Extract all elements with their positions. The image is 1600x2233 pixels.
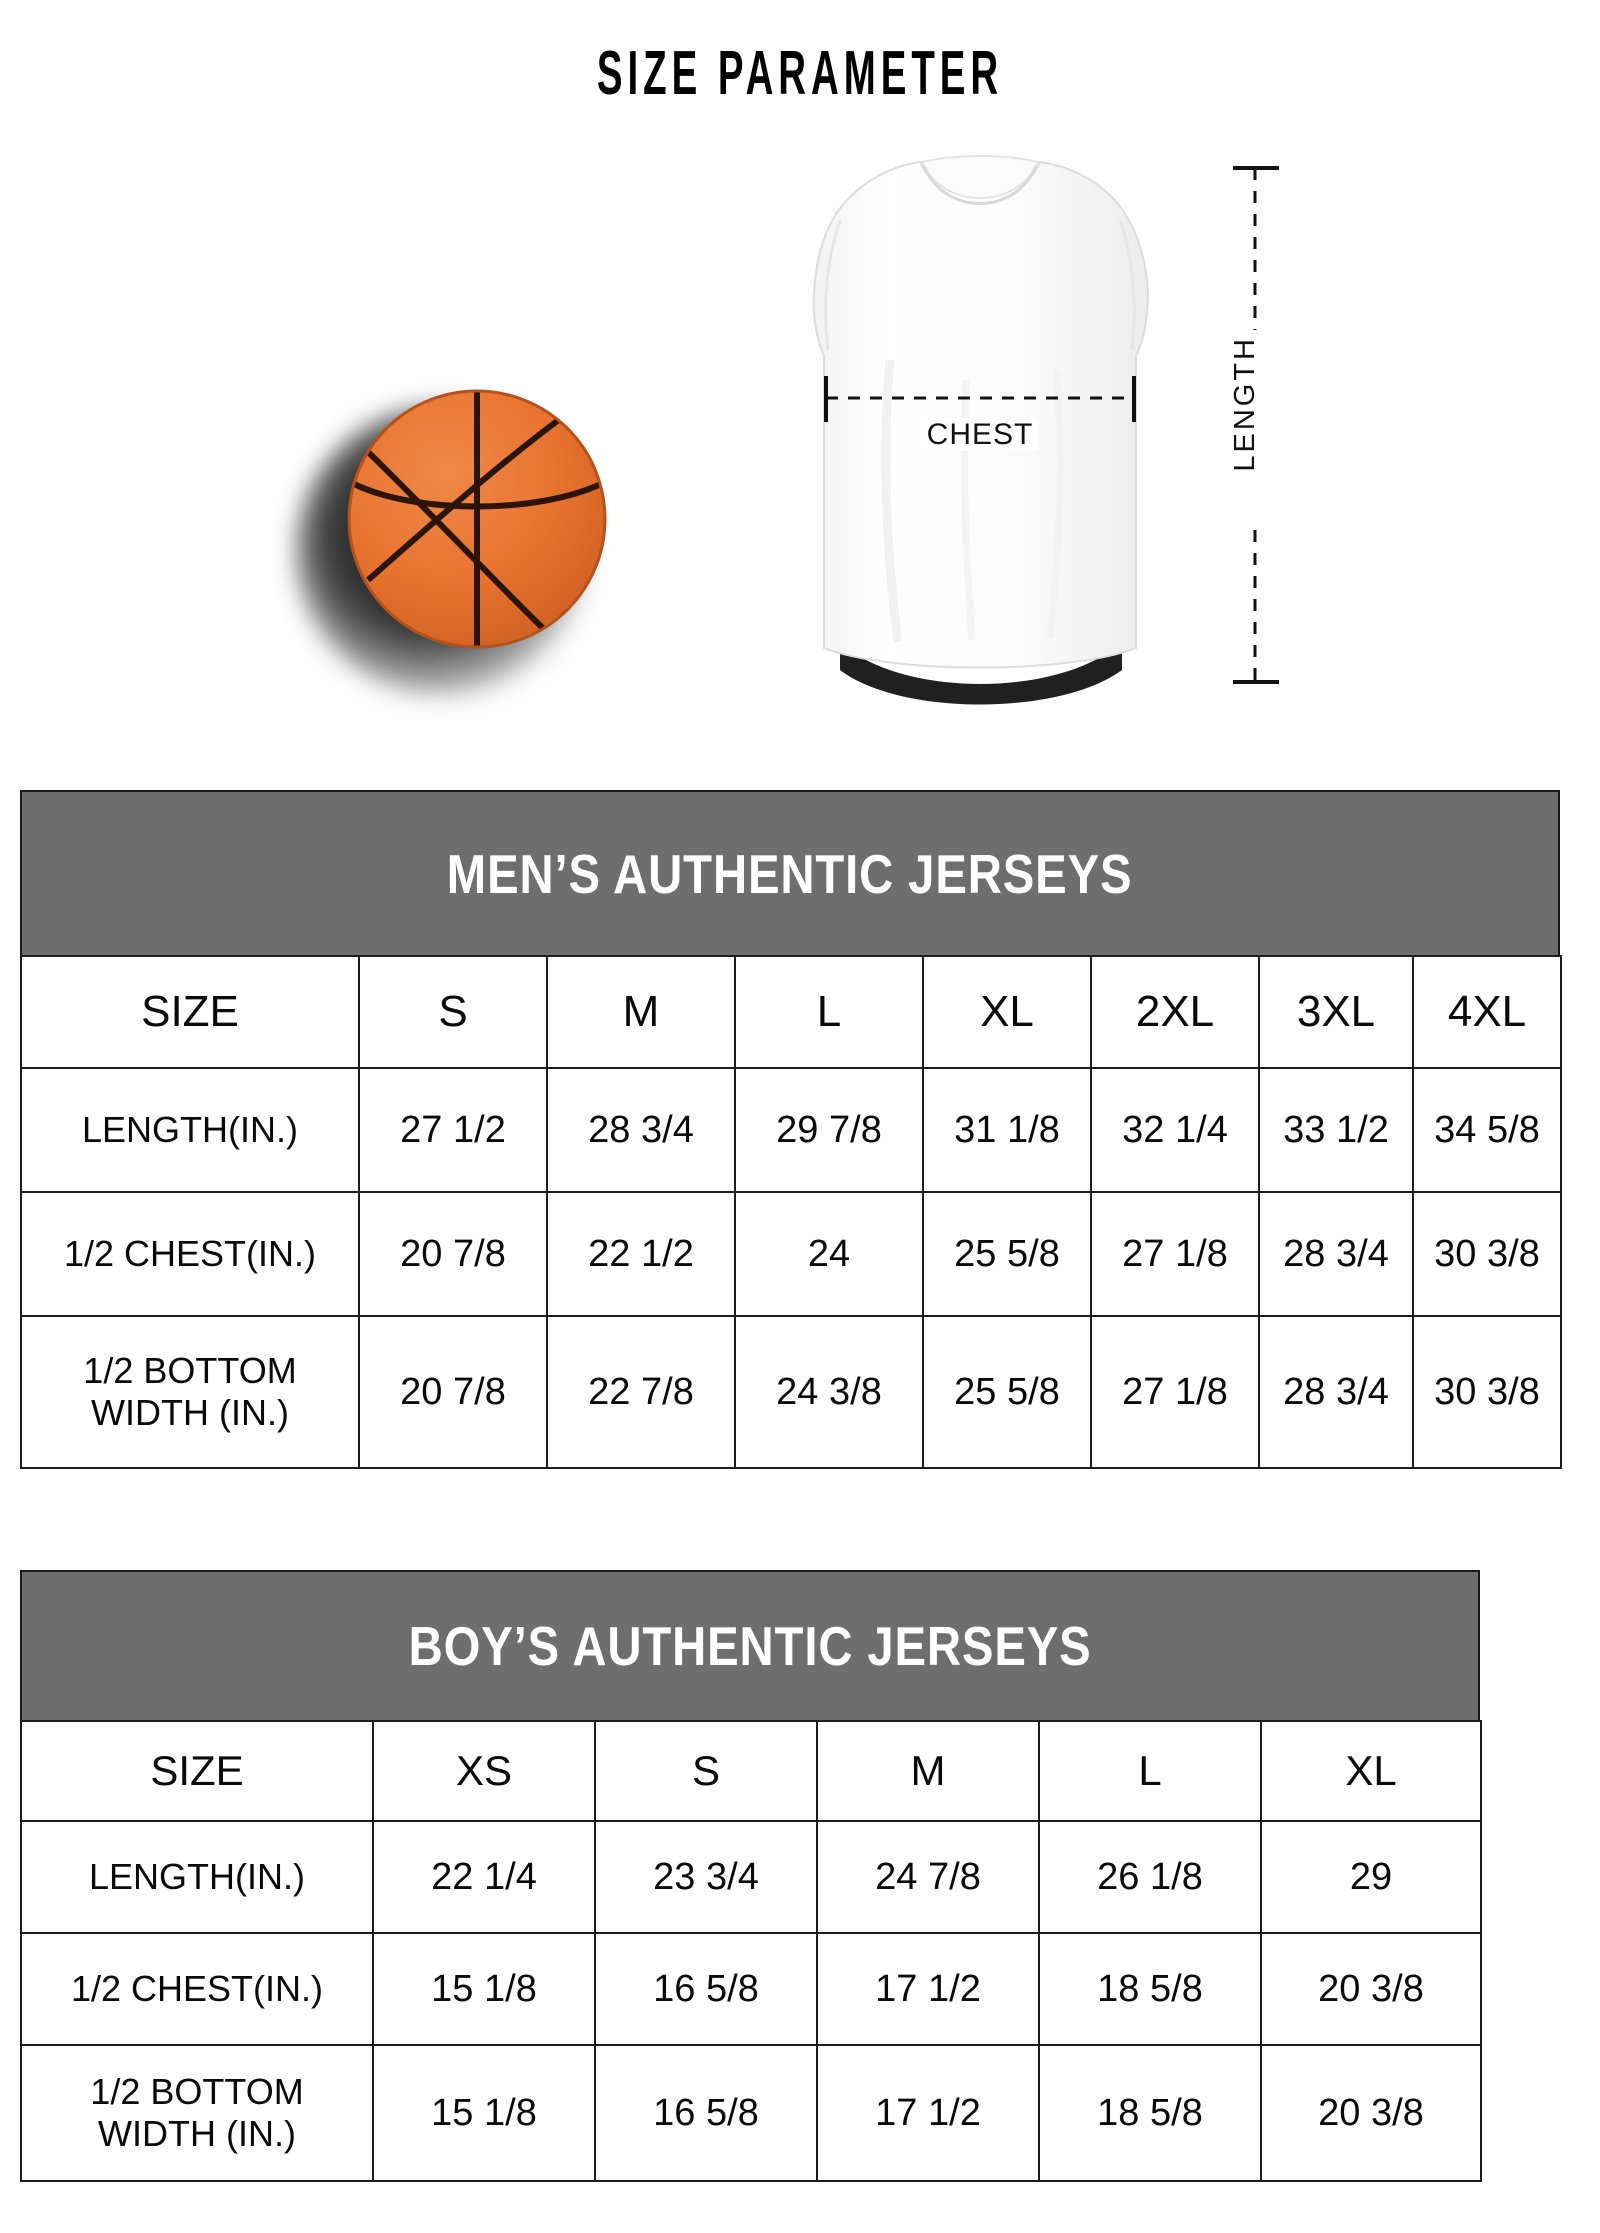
boys-size-table: SIZE XS S M L XL LENGTH(IN.) 22 1/4 23 3…: [20, 1720, 1482, 2182]
boys-cell-bottom-m: 17 1/2: [816, 2044, 1040, 2182]
cell-bottom-xl: 25 5/8: [922, 1315, 1092, 1469]
cell-length-l: 29 7/8: [734, 1067, 924, 1193]
boys-cell-length-xl: 29: [1260, 1820, 1482, 1934]
cell-bottom-4xl: 30 3/8: [1412, 1315, 1562, 1469]
table-row-header: SIZE XS S M L XL: [20, 1720, 1482, 1822]
table-row: 1/2 CHEST(IN.) 15 1/8 16 5/8 17 1/2 18 5…: [20, 1932, 1482, 2046]
cell-chest-4xl: 30 3/8: [1412, 1191, 1562, 1317]
boys-cell-bottom-l: 18 5/8: [1038, 2044, 1262, 2182]
cell-chest-3xl: 28 3/4: [1258, 1191, 1414, 1317]
boys-col-header-s: S: [594, 1720, 818, 1822]
row-label-length: LENGTH(IN.): [20, 1067, 360, 1193]
boys-cell-length-xs: 22 1/4: [372, 1820, 596, 1934]
boys-row-label-half-bottom-width: 1/2 BOTTOM WIDTH (IN.): [20, 2044, 374, 2182]
boys-cell-chest-s: 16 5/8: [594, 1932, 818, 2046]
table-row: 1/2 BOTTOM WIDTH (IN.) 20 7/8 22 7/8 24 …: [20, 1315, 1562, 1469]
boys-cell-chest-xs: 15 1/8: [372, 1932, 596, 2046]
col-header-xl: XL: [922, 955, 1092, 1069]
length-measurement-label: LENGTH: [1229, 336, 1261, 472]
cell-bottom-l: 24 3/8: [734, 1315, 924, 1469]
col-header-2xl: 2XL: [1090, 955, 1260, 1069]
cell-bottom-3xl: 28 3/4: [1258, 1315, 1414, 1469]
boys-cell-chest-xl: 20 3/8: [1260, 1932, 1482, 2046]
boys-cell-bottom-xs: 15 1/8: [372, 2044, 596, 2182]
cell-chest-2xl: 27 1/8: [1090, 1191, 1260, 1317]
cell-length-s: 27 1/2: [358, 1067, 548, 1193]
boys-col-header-m: M: [816, 1720, 1040, 1822]
boys-row-label-half-chest: 1/2 CHEST(IN.): [20, 1932, 374, 2046]
boys-col-header-xs: XS: [372, 1720, 596, 1822]
boys-cell-bottom-xl: 20 3/8: [1260, 2044, 1482, 2182]
cell-length-3xl: 33 1/2: [1258, 1067, 1414, 1193]
length-measurement: LENGTH: [1195, 160, 1315, 690]
length-bracket-svg: [1233, 166, 1279, 684]
table-row: LENGTH(IN.) 22 1/4 23 3/4 24 7/8 26 1/8 …: [20, 1820, 1482, 1934]
cell-chest-s: 20 7/8: [358, 1191, 548, 1317]
basketball-svg: [347, 389, 607, 649]
cell-chest-xl: 25 5/8: [922, 1191, 1092, 1317]
chest-measurement-label: CHEST: [770, 418, 1190, 452]
boys-col-header-xl: XL: [1260, 1720, 1482, 1822]
boys-cell-length-l: 26 1/8: [1038, 1820, 1262, 1934]
col-header-4xl: 4XL: [1412, 955, 1562, 1069]
boys-row-label-length: LENGTH(IN.): [20, 1820, 374, 1934]
row-label-half-bottom-width: 1/2 BOTTOM WIDTH (IN.): [20, 1315, 360, 1469]
boys-jerseys-block: BOY’S AUTHENTIC JERSEYS SIZE XS S M L XL…: [20, 1570, 1482, 2182]
col-header-s: S: [358, 955, 548, 1069]
cell-bottom-2xl: 27 1/8: [1090, 1315, 1260, 1469]
mens-size-table: SIZE S M L XL 2XL 3XL 4XL LENGTH(IN.) 27…: [20, 955, 1562, 1469]
cell-chest-l: 24: [734, 1191, 924, 1317]
mens-jerseys-block: MEN’S AUTHENTIC JERSEYS SIZE S M L XL 2X…: [20, 790, 1562, 1469]
col-header-size: SIZE: [20, 955, 360, 1069]
boys-cell-length-m: 24 7/8: [816, 1820, 1040, 1934]
jersey-svg: [812, 154, 1150, 705]
illustration-band: CHEST LENGTH: [0, 150, 1600, 770]
cell-bottom-m: 22 7/8: [546, 1315, 736, 1469]
boys-cell-chest-l: 18 5/8: [1038, 1932, 1262, 2046]
boys-cell-length-s: 23 3/4: [594, 1820, 818, 1934]
boys-cell-chest-m: 17 1/2: [816, 1932, 1040, 2046]
table-row: 1/2 BOTTOM WIDTH (IN.) 15 1/8 16 5/8 17 …: [20, 2044, 1482, 2182]
page-title: SIZE PARAMETER: [596, 39, 1004, 108]
col-header-m: M: [546, 955, 736, 1069]
col-header-l: L: [734, 955, 924, 1069]
row-label-half-chest: 1/2 CHEST(IN.): [20, 1191, 360, 1317]
basketball-icon: [296, 380, 618, 696]
boys-col-header-size: SIZE: [20, 1720, 374, 1822]
col-header-3xl: 3XL: [1258, 955, 1414, 1069]
boys-cell-bottom-s: 16 5/8: [594, 2044, 818, 2182]
cell-length-xl: 31 1/8: [922, 1067, 1092, 1193]
boys-col-header-l: L: [1038, 1720, 1262, 1822]
table-row: 1/2 CHEST(IN.) 20 7/8 22 1/2 24 25 5/8 2…: [20, 1191, 1562, 1317]
jersey-icon: CHEST: [770, 150, 1190, 710]
cell-length-m: 28 3/4: [546, 1067, 736, 1193]
cell-length-2xl: 32 1/4: [1090, 1067, 1260, 1193]
table-row-header: SIZE S M L XL 2XL 3XL 4XL: [20, 955, 1562, 1069]
cell-length-4xl: 34 5/8: [1412, 1067, 1562, 1193]
cell-chest-m: 22 1/2: [546, 1191, 736, 1317]
mens-table-heading: MEN’S AUTHENTIC JERSEYS: [20, 790, 1560, 955]
table-row: LENGTH(IN.) 27 1/2 28 3/4 29 7/8 31 1/8 …: [20, 1067, 1562, 1193]
cell-bottom-s: 20 7/8: [358, 1315, 548, 1469]
boys-table-heading: BOY’S AUTHENTIC JERSEYS: [20, 1570, 1480, 1720]
